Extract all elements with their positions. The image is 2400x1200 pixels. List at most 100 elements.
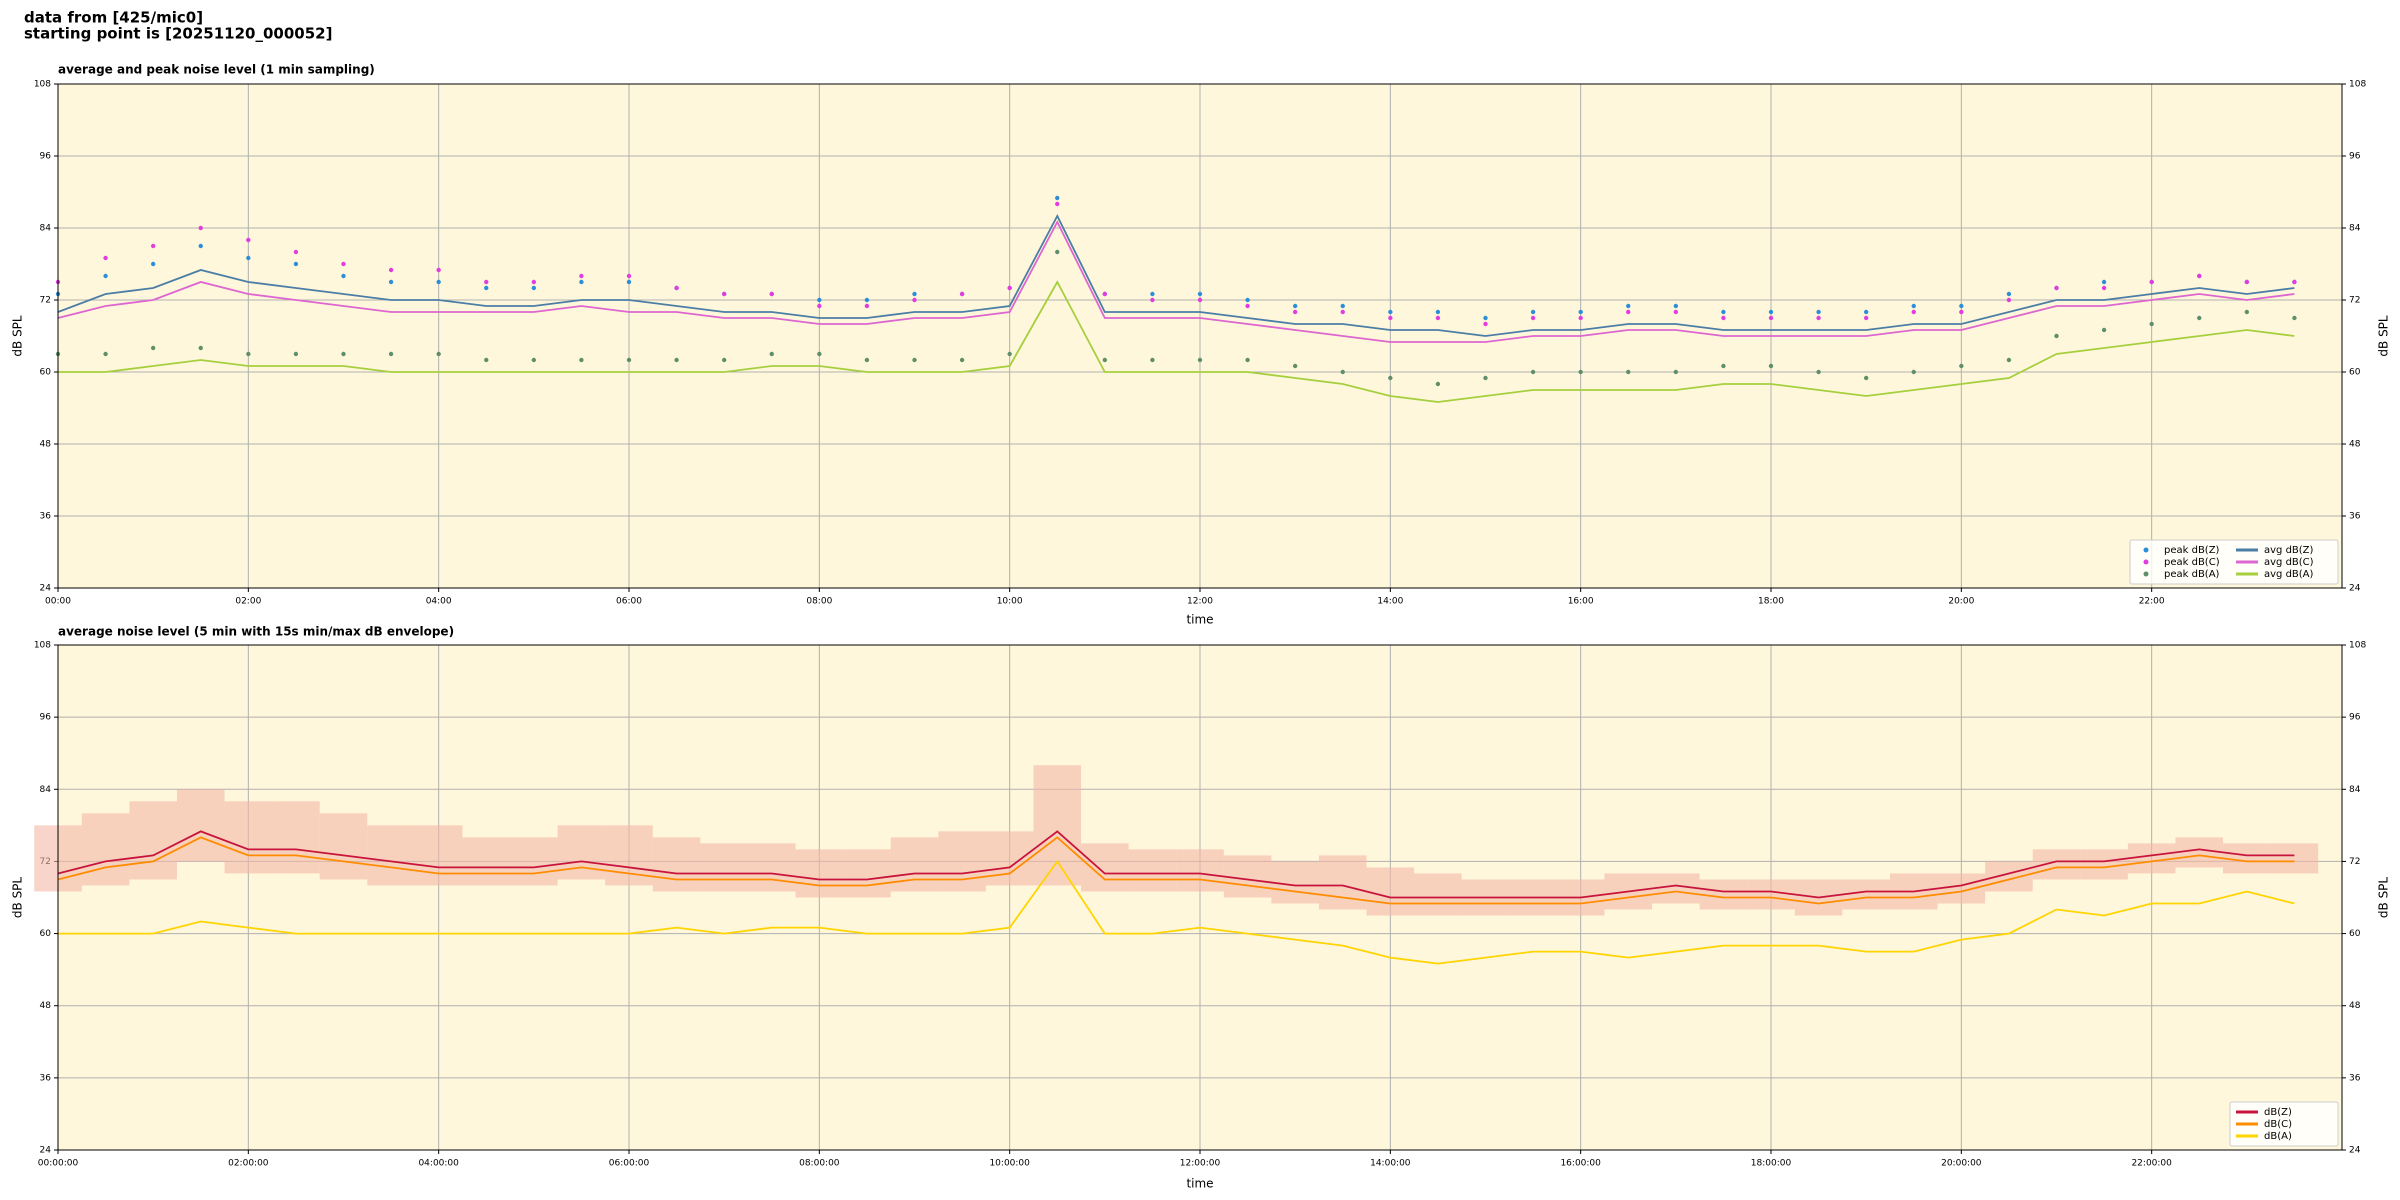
peak-point xyxy=(2006,291,2012,297)
legend-label: peak dB(Z) xyxy=(2164,545,2220,556)
envelope-band xyxy=(1081,843,1129,892)
envelope-band xyxy=(1699,879,1748,910)
peak-point xyxy=(1388,309,1393,315)
peak-point xyxy=(721,357,727,363)
chart-title: average and peak noise level (1 min samp… xyxy=(58,63,375,77)
envelope-band xyxy=(652,837,701,892)
y-tick-label: 60 xyxy=(40,368,52,378)
envelope-band xyxy=(367,825,415,886)
peak-point xyxy=(769,351,774,357)
peak-point xyxy=(484,357,489,363)
peak-point xyxy=(1816,315,1821,321)
peak-point xyxy=(2244,279,2250,285)
peak-point xyxy=(198,243,203,249)
envelope-band xyxy=(1747,879,1795,910)
y-tick-label: 36 xyxy=(40,1073,52,1083)
y-tick-label: 60 xyxy=(40,929,52,939)
plot-frame xyxy=(57,644,2343,1151)
peak-point xyxy=(293,249,299,255)
peak-point xyxy=(817,351,822,357)
y-tick-label: 48 xyxy=(2349,1001,2361,1011)
y-tick-label: 96 xyxy=(2349,713,2361,723)
x-tick-label: 02:00 xyxy=(235,597,261,607)
envelope-band xyxy=(700,843,748,892)
peak-point xyxy=(674,285,679,291)
y-tick-label: 108 xyxy=(34,80,51,90)
peak-point xyxy=(2101,327,2107,333)
x-tick-label: 14:00:00 xyxy=(1370,1159,1411,1169)
envelope-band xyxy=(557,825,606,880)
peak-point xyxy=(1578,309,1583,315)
envelope-band xyxy=(414,825,463,886)
peak-point xyxy=(246,351,251,357)
peak-point xyxy=(150,261,156,267)
peak-point xyxy=(341,261,346,267)
peak-point xyxy=(341,273,346,279)
peak-point xyxy=(1007,285,1012,291)
legend-label: avg dB(C) xyxy=(2264,557,2314,568)
peak-point xyxy=(150,345,156,351)
peak-point xyxy=(1911,303,1916,309)
peak-point xyxy=(2006,357,2012,363)
peak-point xyxy=(2292,279,2297,285)
legend-label: peak dB(A) xyxy=(2164,569,2220,580)
x-tick-label: 14:00 xyxy=(1377,597,1403,607)
peak-point xyxy=(1388,375,1393,381)
peak-point xyxy=(198,345,203,351)
peak-point xyxy=(1102,291,1108,297)
peak-point xyxy=(2292,315,2297,321)
peak-point xyxy=(1435,309,1441,315)
peak-point xyxy=(1435,381,1441,387)
y-tick-label: 72 xyxy=(2349,296,2360,306)
peak-point xyxy=(864,357,870,363)
x-tick-label: 16:00:00 xyxy=(1560,1159,1601,1169)
y-tick-label: 84 xyxy=(2349,785,2361,795)
peak-point xyxy=(1721,309,1726,315)
x-tick-label: 10:00 xyxy=(997,597,1023,607)
peak-point xyxy=(1292,363,1298,369)
envelope-band xyxy=(81,813,130,886)
envelope-band xyxy=(510,837,558,886)
legend-box xyxy=(2129,539,2339,585)
peak-point xyxy=(1959,303,1964,309)
legend-label: avg dB(Z) xyxy=(2264,545,2314,556)
peak-point xyxy=(1340,309,1345,315)
peak-point xyxy=(150,243,156,249)
peak-point xyxy=(1483,321,1488,327)
envelope-band xyxy=(747,843,796,892)
envelope-band xyxy=(1176,849,1224,892)
series-line xyxy=(58,859,2295,965)
y-tick-label: 108 xyxy=(2349,641,2366,651)
peak-point xyxy=(674,357,679,363)
envelope-band xyxy=(319,813,368,880)
envelope-band xyxy=(1985,861,2033,892)
peak-point xyxy=(1483,315,1488,321)
peak-point xyxy=(864,303,870,309)
peak-point xyxy=(626,357,632,363)
legend-label: dB(A) xyxy=(2264,1131,2292,1142)
peak-point xyxy=(1863,315,1869,321)
peak-point xyxy=(1245,297,1250,303)
peak-point xyxy=(103,273,108,279)
y-tick-label: 48 xyxy=(2349,440,2361,450)
peak-point xyxy=(912,297,917,303)
envelope-band xyxy=(462,837,511,886)
legend-marker xyxy=(2143,571,2149,577)
peak-point xyxy=(531,285,537,291)
peak-point xyxy=(864,297,870,303)
envelope-band xyxy=(1414,873,1462,916)
peak-point xyxy=(1340,303,1345,309)
x-axis-label: time xyxy=(1186,1177,1213,1191)
x-tick-label: 22:00:00 xyxy=(2131,1159,2172,1169)
envelope-band xyxy=(2223,843,2271,874)
x-tick-label: 10:00:00 xyxy=(989,1159,1030,1169)
x-tick-label: 06:00 xyxy=(616,597,642,607)
peak-point xyxy=(1055,249,1060,255)
x-tick-label: 04:00:00 xyxy=(418,1159,459,1169)
peak-point xyxy=(1863,309,1869,315)
legend-marker xyxy=(2143,559,2149,565)
envelope-band xyxy=(2032,849,2081,880)
envelope-band xyxy=(795,849,844,898)
peak-point xyxy=(1150,297,1155,303)
